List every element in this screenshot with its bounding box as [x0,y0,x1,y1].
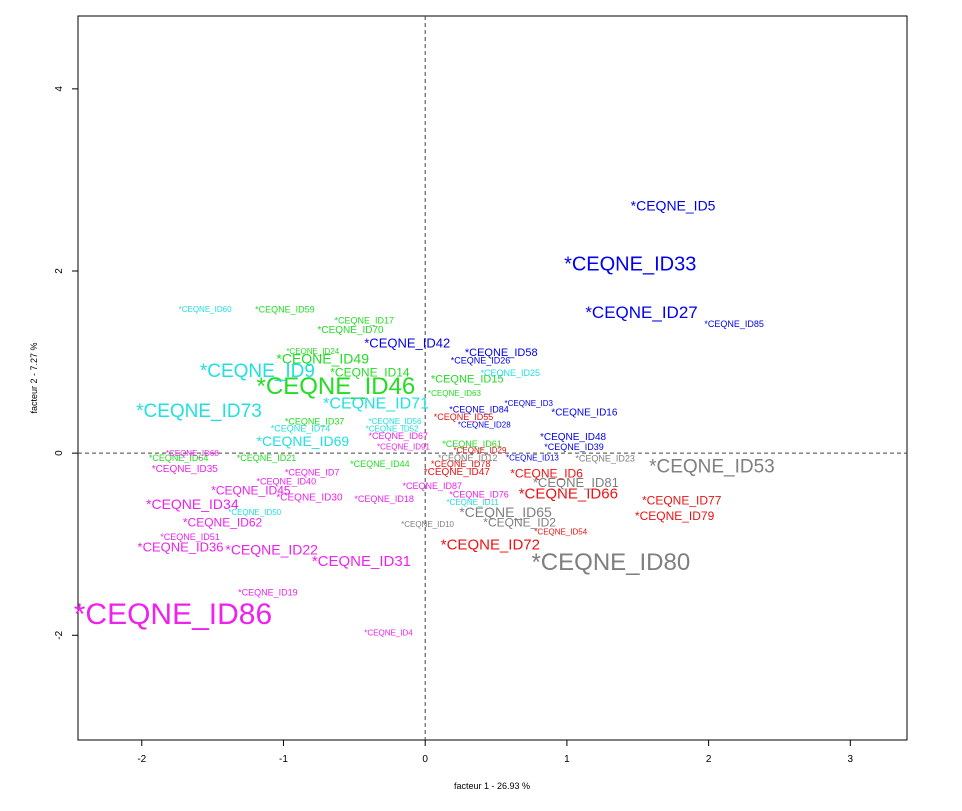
point-label: *CEQNE_ID63 [428,389,481,398]
point-label: *CEQNE_ID47 [424,467,491,478]
point-label: *CEQNE_ID40 [257,477,317,487]
x-tick-label: 0 [422,754,428,765]
point-label: *CEQNE_ID9 [200,361,315,382]
point-label: *CEQNE_ID72 [441,536,540,553]
point-label: *CEQNE_ID10 [401,520,454,529]
point-label: *CEQNE_ID19 [238,588,298,598]
point-label: *CEQNE_ID31 [312,553,411,570]
point-label: *CEQNE_ID86 [74,598,272,631]
point-label: *CEQNE_ID21 [237,453,297,463]
point-label: *CEQNE_ID50 [228,508,281,517]
point-labels: *CEQNE_ID5 *CEQNE_ID33 *CEQNE_ID27 *CEQNE_I… [74,197,775,637]
point-label: *CEQNE_ID5 [631,197,716,213]
point-label: *CEQNE_ID37 [285,416,345,426]
point-label: *CEQNE_ID53 [649,457,775,478]
point-label: *CEQNE_ID34 [146,496,239,512]
x-tick-label: -1 [279,754,288,765]
point-label: *CEQNE_ID51 [160,532,220,542]
point-label: *CEQNE_ID28 [458,421,511,430]
point-label: *CEQNE_ID11 [446,498,499,507]
point-label: *CEQNE_ID7 [285,467,340,477]
point-label: *CEQNE_ID54 [534,527,587,536]
point-label: *CEQNE_ID12 [438,453,498,463]
point-label: *CEQNE_ID3 [505,399,554,408]
y-tick-label: -2 [54,630,65,639]
point-label: *CEQNE_ID17 [334,315,394,325]
point-label: *CEQNE_ID84 [449,405,509,415]
point-label: *CEQNE_ID23 [575,454,635,464]
point-label: *CEQNE_ID16 [551,408,618,419]
point-label: *CEQNE_ID15 [431,373,504,385]
point-label: *CEQNE_ID56 [369,417,422,426]
point-label: *CEQNE_ID79 [635,509,715,523]
point-label: *CEQNE_ID18 [354,494,414,504]
point-label: *CEQNE_ID48 [540,432,607,443]
point-label: *CEQNE_ID65 [459,504,552,520]
point-label: *CEQNE_ID14 [330,365,410,379]
point-label: *CEQNE_ID6 [510,466,583,480]
point-label: *CEQNE_ID59 [255,304,315,314]
point-label: *CEQNE_ID64 [149,453,209,463]
point-label: *CEQNE_ID68 [166,449,219,458]
point-label: *CEQNE_ID71 [323,396,429,413]
point-label: *CEQNE_ID67 [369,431,429,441]
x-tick-label: -2 [137,754,146,765]
point-label: *CEQNE_ID24 [286,347,339,356]
point-label: *CEQNE_ID55 [434,412,494,422]
point-label: *CEQNE_ID42 [364,335,450,350]
point-label: *CEQNE_ID69 [257,433,350,449]
point-label: *CEQNE_ID45 [211,484,291,498]
point-label: *CEQNE_ID81 [533,475,619,490]
point-label: *CEQNE_ID77 [642,494,722,508]
point-label: *CEQNE_ID26 [451,355,511,365]
y-tick-label: 4 [54,86,65,92]
x-tick-label: 3 [848,754,854,765]
point-label: *CEQNE_ID73 [136,401,262,422]
point-label: *CEQNE_ID91 [377,443,430,452]
x-axis-title: facteur 1 - 26.93 % [454,781,530,791]
axes: -2 -1 0 1 2 3 -2 0 2 4 [54,86,854,765]
point-label: *CEQNE_ID35 [152,464,219,475]
point-label: *CEQNE_ID58 [465,347,538,359]
point-label: *CEQNE_ID80 [531,549,690,576]
point-label: *CEQNE_ID29 [454,446,507,455]
point-label: *CEQNE_ID70 [317,325,384,336]
y-axis-title: facteur 2 - 7.27 % [29,342,39,413]
point-label: *CEQNE_ID36 [138,539,224,554]
point-label: *CEQNE_ID33 [564,254,696,276]
point-label: *CEQNE_ID62 [183,516,263,530]
y-tick-label: 0 [54,450,65,456]
point-label: *CEQNE_ID13 [506,453,559,462]
point-label: *CEQNE_ID4 [364,628,413,637]
point-label: *CEQNE_ID49 [276,350,369,366]
point-label: *CEQNE_ID30 [276,492,343,503]
point-label: *CEQNE_ID46 [257,373,416,400]
point-label: *CEQNE_ID74 [271,424,331,434]
point-label: *CEQNE_ID27 [585,303,697,322]
point-label: *CEQNE_ID22 [225,542,318,558]
x-tick-label: 1 [564,754,570,765]
plot-border [77,15,908,741]
point-label: *CEQNE_ID39 [544,442,604,452]
point-label: *CEQNE_ID76 [449,489,509,499]
point-label: *CEQNE_ID52 [366,424,419,433]
point-label: *CEQNE_ID78 [431,459,491,469]
y-tick-label: 2 [54,268,65,274]
point-label: *CEQNE_ID66 [519,485,618,502]
x-tick-label: 2 [706,754,712,765]
point-label: *CEQNE_ID87 [403,481,463,491]
point-label: *CEQNE_ID44 [350,459,410,469]
point-label: *CEQNE_ID25 [480,368,540,378]
point-label: *CEQNE_ID60 [179,305,232,314]
reference-lines [78,16,907,740]
point-label: *CEQNE_ID2 [483,516,556,530]
point-label: *CEQNE_ID61 [442,439,502,449]
point-label: *CEQNE_ID85 [704,319,764,329]
